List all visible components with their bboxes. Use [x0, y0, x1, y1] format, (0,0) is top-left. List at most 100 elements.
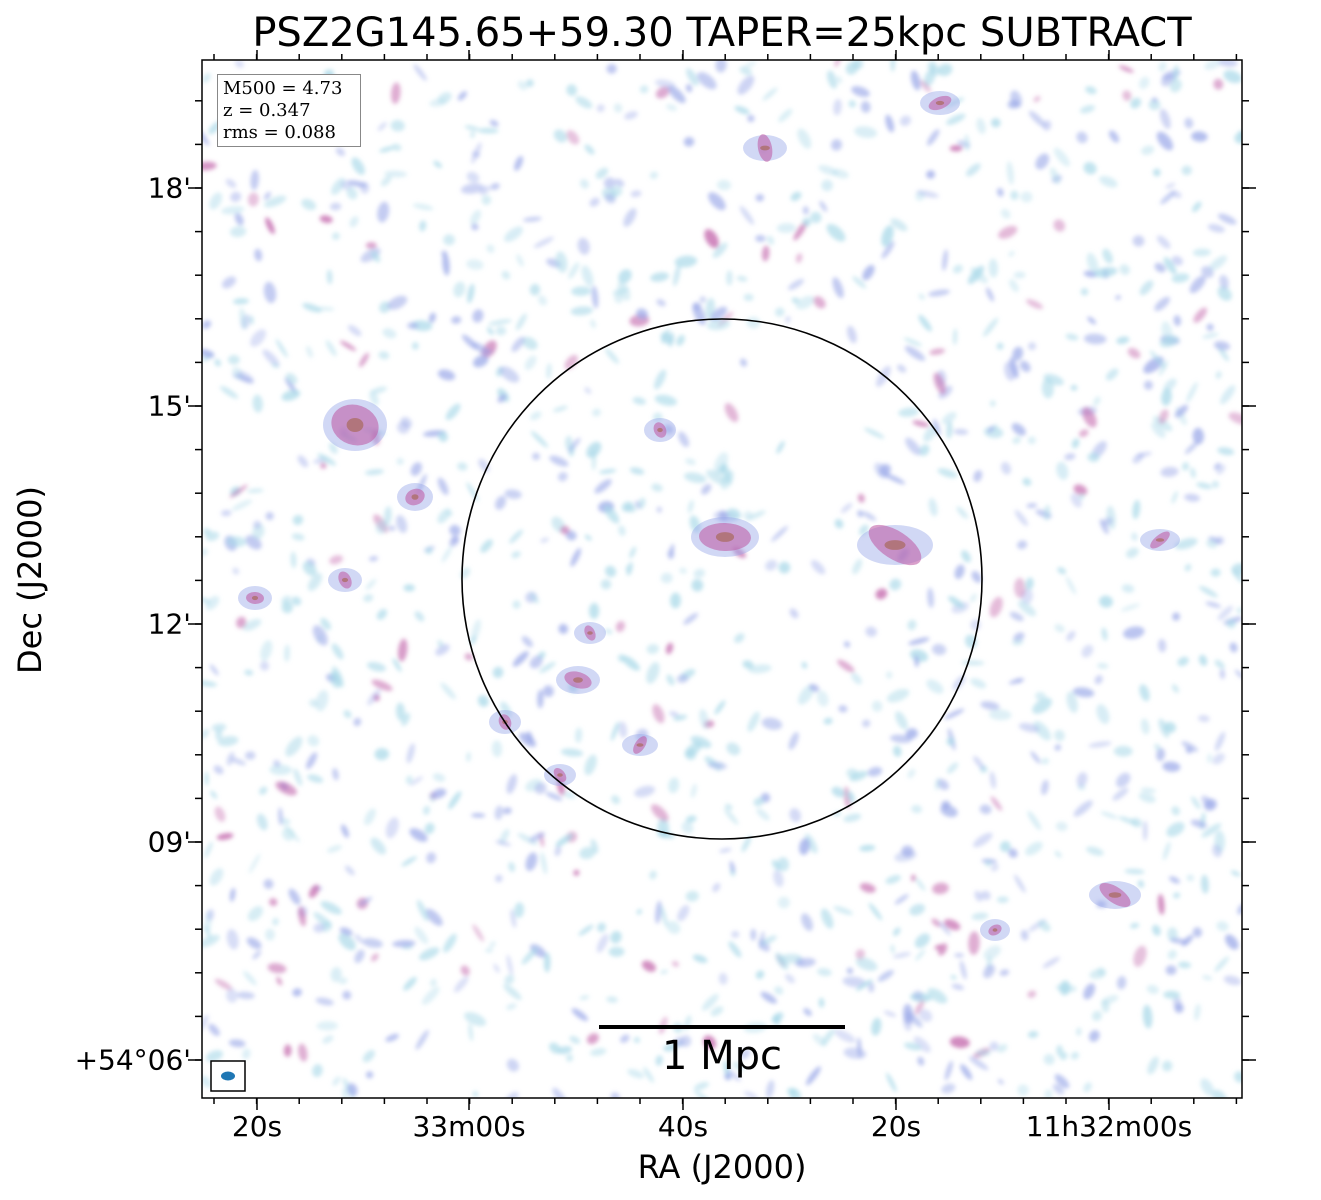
noise-speckle — [911, 804, 923, 814]
noise-speckle — [734, 105, 750, 115]
noise-speckle — [395, 702, 406, 721]
noise-speckle — [788, 732, 799, 750]
noise-speckle — [501, 270, 511, 280]
noise-speckle — [910, 70, 921, 91]
emission-peak — [715, 532, 735, 542]
noise-speckle — [490, 183, 500, 190]
noise-speckle — [1189, 275, 1206, 294]
noise-speckle — [821, 1028, 835, 1046]
noise-speckle — [1027, 990, 1037, 998]
noise-speckle — [1191, 131, 1208, 142]
noise-speckle — [265, 928, 275, 941]
noise-speckle — [974, 890, 983, 902]
noise-speckle — [983, 964, 996, 979]
noise-speckle — [371, 386, 388, 394]
noise-speckle — [726, 270, 733, 286]
noise-speckle — [1122, 90, 1132, 102]
noise-speckle — [1184, 493, 1201, 502]
noise-speckle — [537, 689, 544, 709]
noise-speckle — [623, 208, 637, 227]
noise-speckle — [1014, 509, 1028, 527]
noise-speckle — [312, 625, 328, 646]
noise-speckle — [306, 752, 318, 770]
noise-speckle — [545, 792, 563, 801]
noise-speckle — [1100, 811, 1118, 819]
noise-speckle — [928, 289, 950, 297]
noise-speckle — [846, 967, 853, 974]
noise-speckle — [1229, 642, 1238, 653]
noise-speckle — [838, 705, 848, 713]
noise-speckle — [298, 1043, 308, 1062]
noise-speckle — [1165, 965, 1177, 975]
noise-speckle — [689, 515, 701, 534]
noise-speckle — [1025, 299, 1044, 310]
noise-speckle — [881, 225, 894, 247]
noise-speckle — [849, 770, 868, 782]
x-tick-label: 11h32m00s — [1025, 1110, 1193, 1143]
noise-speckle — [307, 573, 323, 591]
noise-speckle — [1181, 165, 1192, 176]
noise-speckle — [209, 192, 223, 210]
noise-speckle — [859, 844, 876, 852]
noise-speckle — [495, 326, 507, 336]
noise-speckle — [319, 215, 333, 224]
noise-speckle — [636, 308, 648, 320]
noise-speckle — [680, 1035, 692, 1047]
noise-speckle — [292, 514, 304, 526]
noise-speckle — [1181, 462, 1190, 471]
noise-speckle — [1019, 360, 1031, 373]
noise-speckle — [213, 765, 224, 775]
noise-speckle — [685, 458, 696, 465]
noise-speckle — [668, 332, 675, 348]
noise-speckle — [985, 287, 995, 302]
noise-speckle — [862, 719, 871, 728]
noise-speckle — [1201, 795, 1214, 808]
noise-speckle — [316, 1021, 338, 1031]
noise-speckle — [365, 242, 377, 249]
noise-speckle — [964, 134, 970, 152]
noise-speckle — [1143, 380, 1153, 390]
noise-speckle — [742, 660, 754, 669]
noise-speckle — [338, 933, 356, 951]
noise-speckle — [1126, 547, 1139, 558]
noise-speckle — [522, 336, 538, 350]
noise-speckle — [471, 142, 482, 164]
noise-speckle — [239, 307, 247, 330]
noise-speckle — [377, 122, 387, 131]
noise-speckle — [325, 340, 337, 357]
noise-speckle — [346, 187, 358, 200]
noise-speckle — [690, 783, 697, 798]
noise-speckle — [291, 596, 302, 606]
noise-speckle — [332, 1076, 341, 1086]
y-tick-label: 09' — [147, 825, 191, 859]
noise-speckle — [832, 277, 844, 299]
noise-speckle — [1158, 360, 1169, 376]
noise-speckle — [1009, 611, 1024, 622]
noise-speckle — [801, 913, 813, 931]
noise-speckle — [322, 1035, 334, 1044]
noise-speckle — [1142, 1004, 1153, 1029]
noise-speckle — [926, 679, 944, 694]
noise-speckle — [1054, 744, 1062, 751]
noise-speckle — [590, 1048, 607, 1056]
noise-speckle — [1065, 576, 1077, 595]
noise-speckle — [331, 177, 346, 195]
noise-speckle — [773, 869, 784, 888]
noise-speckle — [673, 714, 688, 721]
noise-speckle — [584, 534, 592, 541]
noise-speckle — [206, 909, 215, 921]
noise-speckle — [646, 643, 659, 655]
noise-speckle — [919, 444, 930, 456]
noise-speckle — [1093, 396, 1101, 406]
noise-speckle — [799, 838, 810, 856]
noise-speckle — [530, 430, 549, 448]
noise-speckle — [989, 596, 1003, 618]
noise-speckle — [668, 85, 686, 104]
noise-speckle — [985, 860, 992, 867]
noise-speckle — [263, 191, 271, 200]
noise-speckle — [673, 264, 681, 287]
noise-speckle — [1049, 167, 1061, 185]
noise-speckle — [229, 484, 248, 498]
noise-speckle — [896, 364, 907, 373]
noise-speckle — [959, 960, 967, 980]
